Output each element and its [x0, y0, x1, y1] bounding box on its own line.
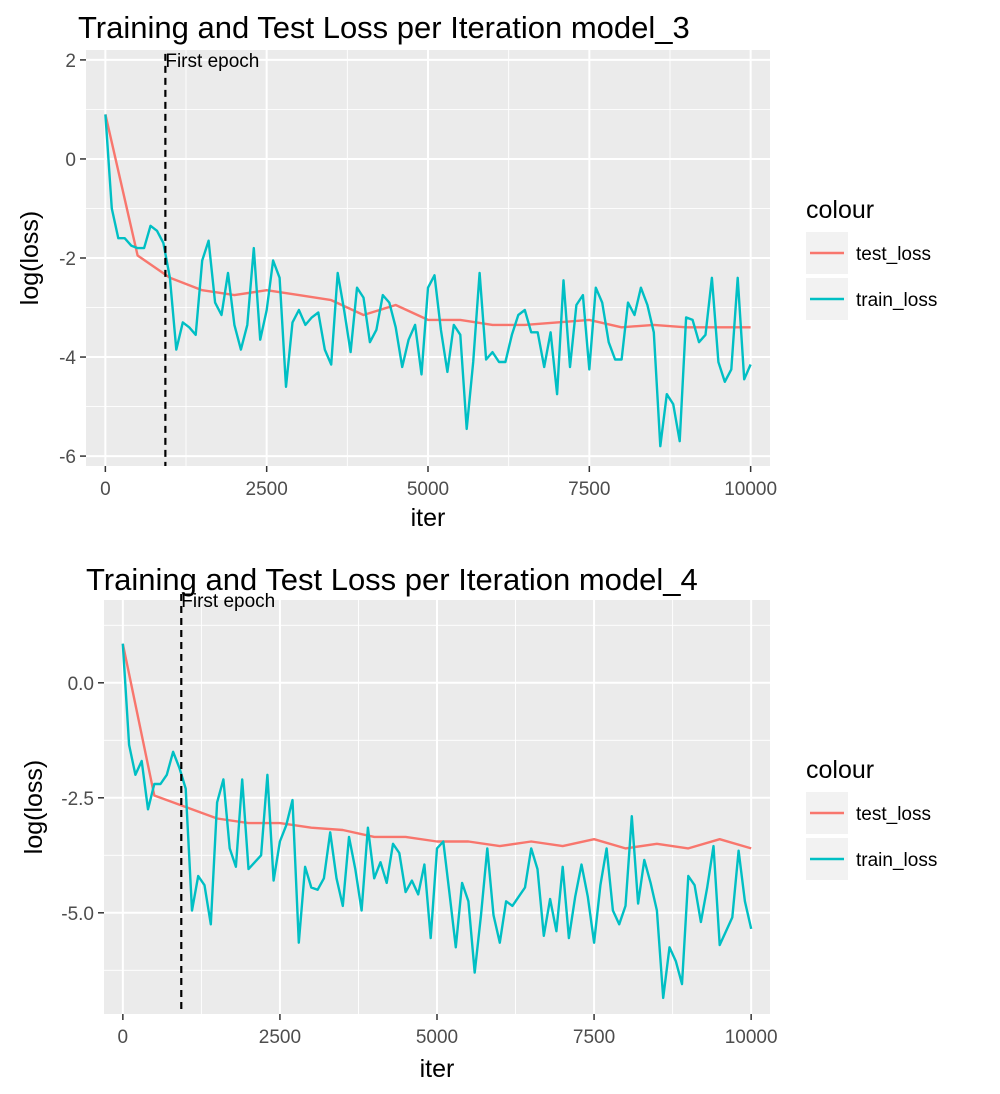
chart-2-x-tick-label: 0: [118, 1027, 129, 1048]
chart-2-legend: colour test_loss train_loss: [806, 756, 937, 880]
chart-1-x-tick-label: 0: [100, 479, 111, 500]
chart-2-x-tick-label: 10000: [725, 1027, 778, 1048]
chart-2-x-tick-label: 5000: [416, 1027, 458, 1048]
chart-2: Training and Test Loss per Iteration mod…: [20, 562, 937, 1083]
chart-2-title: Training and Test Loss per Iteration mod…: [86, 562, 698, 597]
chart-1-legend-label-test-loss: test_loss: [856, 244, 931, 265]
chart-2-y-tick-label: -2.5: [61, 789, 94, 810]
chart-1-x-tick-label: 10000: [724, 479, 777, 500]
chart-1-y-tick-label: -2: [59, 249, 76, 270]
chart-2-legend-label-test-loss: test_loss: [856, 804, 931, 825]
chart-1-series-train-loss: [104, 114, 752, 448]
chart-2-legend-title: colour: [806, 756, 874, 784]
chart-2-y-tick-label: 0.0: [68, 674, 94, 695]
chart-2-y-axis-title: log(loss): [20, 760, 48, 854]
chart-2-x-tick-label: 2500: [259, 1027, 301, 1048]
chart-2-series-train-loss: [121, 643, 753, 1000]
chart-1-title: Training and Test Loss per Iteration mod…: [78, 10, 690, 45]
chart-1-y-tick-label: -6: [59, 447, 76, 468]
chart-1-x-tick-label: 5000: [407, 479, 449, 500]
chart-1-legend: colour test_loss train_loss: [806, 196, 937, 320]
chart-1-y-axis-title: log(loss): [16, 211, 44, 305]
chart-1-first-epoch-label: First epoch: [165, 51, 259, 72]
chart-2-first-epoch-label: First epoch: [181, 591, 275, 612]
chart-1-y-tick-label: 2: [65, 51, 76, 72]
chart-1-legend-label-train-loss: train_loss: [856, 290, 937, 311]
chart-1-x-axis-title: iter: [411, 504, 446, 532]
chart-2-y-tick-label: -5.0: [61, 904, 94, 925]
chart-1-x-tick-label: 7500: [568, 479, 610, 500]
chart-2-x-axis-title: iter: [420, 1055, 455, 1083]
chart-2-legend-label-train-loss: train_loss: [856, 850, 937, 871]
chart-1: Training and Test Loss per Iteration mod…: [16, 10, 937, 532]
chart-1-y-tick-label: 0: [65, 150, 76, 171]
chart-1-x-tick-label: 2500: [246, 479, 288, 500]
chart-1-y-tick-label: -4: [59, 348, 76, 369]
chart-2-x-tick-label: 7500: [573, 1027, 615, 1048]
chart-1-legend-title: colour: [806, 196, 874, 224]
